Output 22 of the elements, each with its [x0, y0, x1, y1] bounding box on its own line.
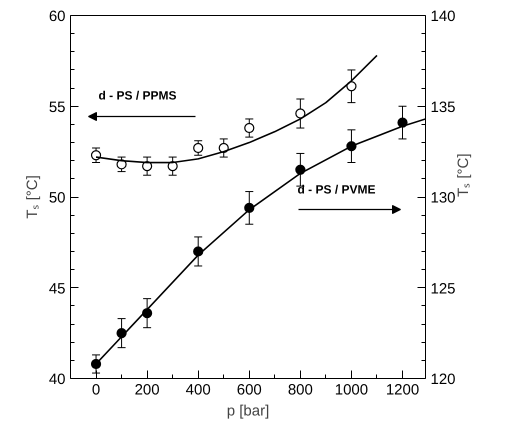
y2-tick-label: 135 [430, 98, 456, 116]
x-tick-label: 800 [288, 382, 313, 398]
x-tick-label: 0 [92, 382, 100, 398]
x-tick-label: 1000 [334, 382, 368, 398]
y-tick-label: 40 [48, 371, 66, 388]
x-tick-label: 400 [186, 382, 211, 398]
x-tick-label: 200 [134, 382, 160, 398]
y2-tick-label: 140 [430, 8, 456, 25]
y2-tick-label: 120 [430, 371, 456, 388]
annotation: d - PS / PPMS [98, 88, 177, 102]
x-tick-label: 600 [236, 382, 262, 398]
x-tick-label: 1200 [386, 382, 420, 398]
y-tick-label: 60 [48, 8, 66, 25]
annotation: d - PS / PVME [298, 182, 376, 196]
y2-tick-label: 130 [430, 190, 456, 206]
x-axis-title: p [bar] [226, 402, 270, 420]
y-tick-label: 50 [48, 190, 66, 206]
y-tick-label: 55 [48, 98, 66, 116]
y2-axis-title: Tₛ [°C] [455, 154, 472, 197]
y-axis-title: Tₛ [°C] [24, 175, 41, 219]
y2-tick-label: 125 [430, 280, 456, 298]
y-tick-label: 45 [48, 280, 66, 298]
